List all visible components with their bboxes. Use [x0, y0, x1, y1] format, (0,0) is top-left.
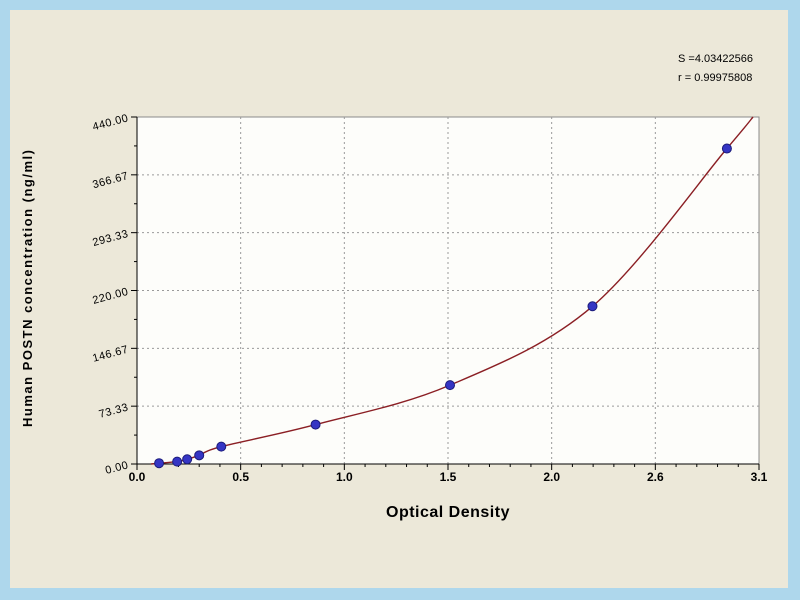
x-tick-label: 2.0: [543, 470, 560, 484]
y-tick-label: 440.00: [91, 112, 130, 133]
y-tick-label: 73.33: [98, 401, 130, 420]
x-tick-label: 1.5: [440, 470, 457, 484]
y-tick-label: 366.67: [91, 170, 130, 191]
x-tick-label: 0.5: [232, 470, 249, 484]
standard-curve-plot: 0.0 0.5 1.0 1.5 2.0 2.6 3.1 0.00 73.33 146.67 220.…: [91, 112, 767, 484]
fit-statistics: S =4.03422566 r = 0.99975808: [678, 50, 753, 88]
data-point: [194, 450, 205, 461]
data-point: [721, 143, 732, 154]
chart-panel: S =4.03422566 r = 0.99975808 Human POSTN…: [10, 10, 788, 588]
y-tick-label: 0.00: [104, 459, 130, 477]
data-point: [445, 380, 456, 391]
data-point: [172, 456, 183, 467]
stat-standard-error: S =4.03422566: [678, 53, 753, 65]
x-axis-title: Optical Density: [386, 504, 510, 521]
data-point: [310, 419, 321, 430]
data-point: [587, 301, 598, 312]
x-tick-label: 3.1: [751, 470, 768, 484]
x-tick-label: 2.6: [647, 470, 664, 484]
data-point: [216, 441, 227, 452]
x-tick-label: 0.0: [129, 470, 146, 484]
x-tick-label: 1.0: [336, 470, 353, 484]
y-tick-label: 146.67: [91, 344, 130, 365]
data-point: [154, 458, 165, 469]
y-tick-label: 293.33: [91, 228, 130, 249]
stat-correlation: r = 0.99975808: [678, 72, 753, 84]
y-axis-title: Human POSTN concentration (ng/ml): [20, 148, 35, 427]
data-point: [182, 454, 193, 465]
y-tick-label: 220.00: [91, 286, 130, 307]
